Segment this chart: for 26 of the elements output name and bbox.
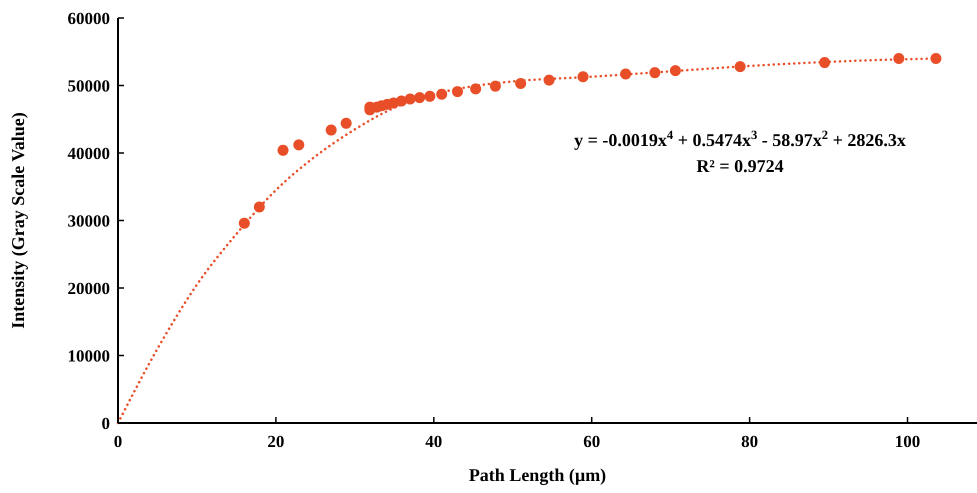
x-axis-title: Path Length (µm) bbox=[468, 465, 606, 485]
y-tick-label: 50000 bbox=[68, 76, 110, 96]
point bbox=[490, 80, 501, 92]
point bbox=[470, 83, 482, 94]
x-tick-label: 100 bbox=[894, 432, 920, 451]
x-tick-label: 80 bbox=[741, 432, 758, 451]
x-tick-label: 20 bbox=[267, 432, 284, 451]
x-tick-label: 60 bbox=[583, 432, 600, 451]
point bbox=[515, 78, 526, 89]
y-tick-label: 0 bbox=[102, 414, 110, 433]
x-tick-label: 40 bbox=[425, 432, 442, 451]
point bbox=[340, 118, 352, 129]
point bbox=[452, 86, 463, 98]
y-tick-label: 20000 bbox=[68, 278, 110, 298]
point bbox=[326, 124, 337, 136]
y-tick-label: 10000 bbox=[68, 346, 110, 366]
annotation: R² = 0.9724 bbox=[696, 156, 784, 176]
annotation: y = -0.0019x$^{4}$ + 0.5474x$^{3}$ - 58.97x$^{2}$ + 2826.3x bbox=[574, 128, 906, 150]
y-axis-title: Intensity (Gray Scale Value) bbox=[8, 112, 28, 329]
point bbox=[278, 144, 289, 156]
y-tick-label: 40000 bbox=[68, 144, 110, 163]
point bbox=[293, 139, 304, 150]
y-tick-label: 60000 bbox=[68, 8, 110, 28]
x-tick-label: 0 bbox=[114, 432, 122, 451]
y-tick-label: 30000 bbox=[68, 211, 110, 230]
point bbox=[930, 53, 942, 64]
